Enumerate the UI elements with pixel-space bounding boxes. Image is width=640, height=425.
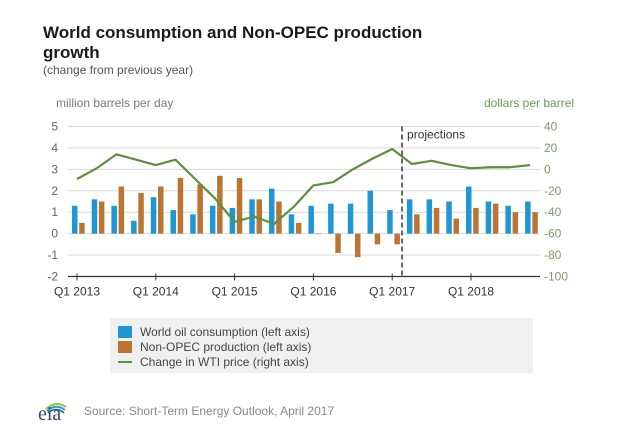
left-axis-unit-label: million barrels per day [56,96,174,110]
x-axis-tick-label: Q1 2018 [448,285,494,299]
legend: World oil consumption (left axis) Non-OP… [110,318,533,373]
consumption-bar [170,210,176,234]
production-bar [118,186,125,234]
production-bar [236,177,243,234]
gridlines [68,126,540,256]
consumption-bar [525,201,531,234]
chart-subtitle: (change from previous year) [43,63,194,77]
right-axis-tick-label: -40 [544,205,562,219]
consumption-bar [446,201,452,234]
source-note: Source: Short-Term Energy Outlook, April… [84,404,335,418]
consumption-bar [387,210,393,234]
legend-item-wti: Change in WTI price (right axis) [118,354,309,369]
left-axis-tick-label: 2 [51,184,58,198]
right-axis-tick-label: -80 [544,248,562,262]
legend-label-consumption: World oil consumption (left axis) [140,324,310,339]
legend-swatch-consumption [118,325,132,338]
right-axis-tick-label: -60 [544,227,562,241]
bars [72,175,538,258]
x-axis-tick-label: Q1 2015 [212,285,258,299]
consumption-bar [288,214,295,234]
consumption-bar [308,205,314,234]
right-axis-unit-label: dollars per barrel [484,96,575,110]
right-axis-tick-label: 20 [544,141,558,155]
left-axis-tick-label: 3 [51,162,58,176]
production-bar [355,233,361,258]
left-axis-tick-label: 4 [51,141,58,155]
projection-label: projections [407,128,465,142]
legend-item-consumption: World oil consumption (left axis) [118,324,310,339]
production-bar [453,218,459,234]
production-bar [177,177,184,234]
consumption-bar [328,203,334,234]
production-bar [79,222,85,234]
legend-label-production: Non-OPEC production (left axis) [140,339,312,354]
left-axis-tick-label: 5 [51,120,58,134]
right-axis-tick-label: 0 [544,162,551,176]
legend-label-wti: Change in WTI price (right axis) [140,354,309,369]
x-axis-tick-label: Q1 2013 [54,285,100,299]
x-axis-tick-label: Q1 2014 [133,285,179,299]
production-bar [394,233,400,245]
x-axis-tick-label: Q1 2016 [290,285,336,299]
axes: 5 4 3 2 1 0 -1 -2 40 20 0 -20 -40 -60 -80 -100 Q1 2013 Q1… [47,120,568,299]
wti-line [76,147,531,226]
legend-item-production: Non-OPEC production (left axis) [118,339,311,354]
footer: eia Source: Short-Term Energy Outlook, A… [38,398,334,424]
right-axis-tick-label: -20 [544,184,562,198]
production-bar [158,186,164,234]
right-axis-tick-label: 40 [544,120,558,134]
production-bar [335,233,341,253]
left-axis-tick-label: 1 [51,205,58,219]
consumption-bar [269,188,275,234]
production-bar [197,184,203,234]
x-axis-tick-label: Q1 2017 [369,285,415,299]
consumption-bar [131,220,137,234]
consumption-bar [426,199,433,234]
production-bar [98,201,105,234]
wti-price-line [76,147,531,226]
chart-plot: 5 4 3 2 1 0 -1 -2 40 20 0 -20 -40 -60 -80 -100 Q1 2013 Q1… [47,120,568,299]
eia-logo: eia [38,398,70,424]
right-axis-tick-label: -100 [544,270,568,284]
legend-swatch-wti [118,360,132,363]
consumption-bar [406,199,413,234]
production-bar [492,203,499,234]
production-bar [433,207,440,234]
production-bar [138,192,144,234]
consumption-bar [367,190,373,234]
consumption-bar [190,214,196,234]
production-bar [512,212,519,234]
consumption-bar [111,205,117,234]
left-axis-tick-label: -2 [47,270,58,284]
chart-title: World consumption and Non-OPEC productio… [43,23,423,62]
production-bar [473,207,479,234]
production-bar [315,233,322,235]
eia-logo-arc-icon [45,403,67,414]
production-bar [256,199,262,234]
left-axis-tick-label: 0 [51,227,58,241]
consumption-bar [209,205,216,234]
consumption-bar [485,201,492,234]
production-bar [295,222,302,234]
consumption-bar [150,197,157,234]
consumption-bar [72,205,78,234]
consumption-bar [466,186,472,234]
production-bar [532,212,538,234]
consumption-bar [505,205,511,234]
consumption-bar [347,203,354,234]
left-axis-tick-label: -1 [47,248,58,262]
consumption-bar [91,199,98,234]
eia-logo-text: eia [38,403,62,425]
legend-swatch-production [118,340,132,353]
production-bar [414,214,420,234]
production-bar [374,233,381,245]
production-bar [276,201,282,234]
